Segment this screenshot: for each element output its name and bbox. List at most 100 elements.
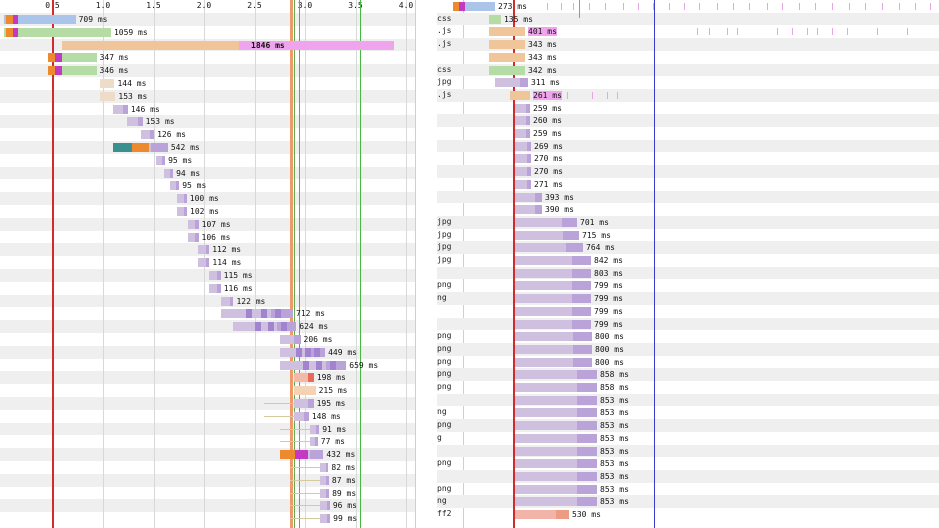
- request-bar: [515, 344, 592, 354]
- duration-label: 390 ms: [545, 205, 574, 215]
- file-name: png: [437, 343, 452, 353]
- bar-stripe: [267, 322, 274, 332]
- bar-download-segment: [151, 143, 168, 152]
- duration-label: 858 ms: [600, 370, 629, 380]
- row-bg: [0, 499, 416, 513]
- duration-label: 198 ms: [316, 373, 346, 383]
- duration-label: 449 ms: [328, 347, 357, 357]
- request-bar: [515, 306, 591, 316]
- duration-label: 842 ms: [594, 256, 623, 265]
- request-bar: [515, 154, 531, 164]
- duration-label: 709 ms: [78, 15, 108, 24]
- bar-download-segment: [138, 117, 143, 127]
- request-bar: [489, 40, 525, 50]
- duration-label: 853 ms: [600, 408, 629, 418]
- script-exec-marker: [733, 3, 734, 10]
- request-bar: [320, 488, 330, 498]
- panel-left-border: [463, 0, 464, 528]
- request-bar: [515, 243, 583, 253]
- row-bg: [437, 190, 939, 204]
- file-name: g: [437, 432, 442, 442]
- file-name: jpg: [437, 216, 452, 226]
- script-exec-marker: [573, 3, 574, 10]
- script-exec-marker: [605, 3, 606, 10]
- request-bar: [113, 143, 168, 152]
- request-bar: [127, 117, 143, 127]
- bar-download-segment: [195, 232, 199, 242]
- script-exec-marker: [699, 3, 700, 10]
- fully-loaded-line: [359, 0, 361, 528]
- connect-segment: [6, 27, 13, 37]
- file-name: png: [437, 331, 452, 341]
- axis-tick-label: 2.0: [196, 1, 212, 10]
- duration-label: 95 ms: [182, 181, 207, 191]
- request-bar: [515, 357, 592, 367]
- bar-download-segment: [183, 194, 187, 204]
- duration-label: 401 ms: [528, 27, 557, 37]
- script-exec-marker: [669, 3, 670, 10]
- ssl-segment: [459, 2, 465, 11]
- bar-download-segment: [271, 309, 294, 319]
- grid-line: [406, 0, 407, 528]
- request-bar: [99, 79, 115, 88]
- duration-label: 803 ms: [594, 268, 623, 278]
- request-bar: [113, 104, 128, 114]
- request-bar: [61, 40, 394, 50]
- file-name: jpg: [437, 229, 452, 239]
- row-bg: [437, 114, 939, 128]
- request-bar: [515, 192, 542, 202]
- bar-download-segment: [525, 90, 530, 100]
- duration-label: 116 ms: [223, 283, 253, 293]
- row-bg: [0, 371, 416, 385]
- file-name: .js: [437, 89, 452, 99]
- bar-stripe: [260, 309, 267, 319]
- bar-download-segment: [527, 179, 531, 189]
- script-exec-marker: [832, 3, 833, 10]
- bar-download-segment: [576, 370, 597, 380]
- bar-download-segment: [205, 258, 210, 268]
- row-bg: [437, 63, 939, 77]
- file-name: png: [437, 280, 452, 290]
- row-bg: [0, 103, 416, 116]
- request-bar: [187, 219, 199, 229]
- script-exec-marker: [567, 91, 568, 99]
- request-bar: [515, 370, 597, 380]
- duration-label: 712 ms: [296, 309, 325, 319]
- request-bar: [320, 475, 329, 485]
- duration-label: 853 ms: [600, 497, 629, 507]
- script-exec-marker: [697, 28, 698, 36]
- request-bar: [515, 332, 592, 342]
- bar-download-segment: [572, 294, 591, 304]
- bar-download-segment: [526, 129, 530, 138]
- request-bar: [489, 27, 525, 37]
- bar-download-segment: [572, 281, 591, 291]
- file-name: .js: [437, 39, 452, 49]
- row-bg: [0, 307, 416, 320]
- request-bar: [320, 501, 330, 511]
- request-bar: [489, 52, 525, 62]
- duration-label: 659 ms: [349, 360, 379, 370]
- ssl-segment: [294, 450, 309, 460]
- bar-download-segment: [487, 2, 495, 11]
- bar-download-segment: [527, 154, 531, 164]
- file-name: png: [437, 356, 452, 366]
- duration-label: 701 ms: [580, 217, 609, 227]
- request-bar: [279, 347, 326, 357]
- script-exec-marker: [777, 28, 778, 36]
- bar-stripe: [316, 360, 323, 370]
- script-exec-marker: [737, 28, 738, 36]
- bar-download-segment: [526, 103, 530, 113]
- bar-download-segment: [86, 66, 97, 76]
- bar-download-segment: [183, 207, 187, 216]
- script-exec-marker: [749, 3, 750, 10]
- bar-download-segment: [576, 484, 597, 494]
- duration-label: 106 ms: [201, 232, 231, 242]
- duration-label: 342 ms: [528, 65, 557, 75]
- duration-label: 153 ms: [145, 117, 175, 127]
- bar-download-segment: [307, 399, 314, 408]
- request-bar: [176, 194, 187, 204]
- duration-label: 261 ms: [533, 90, 562, 100]
- duration-label: 432 ms: [326, 450, 356, 460]
- row-bg: [0, 397, 416, 410]
- request-bar: [515, 205, 542, 215]
